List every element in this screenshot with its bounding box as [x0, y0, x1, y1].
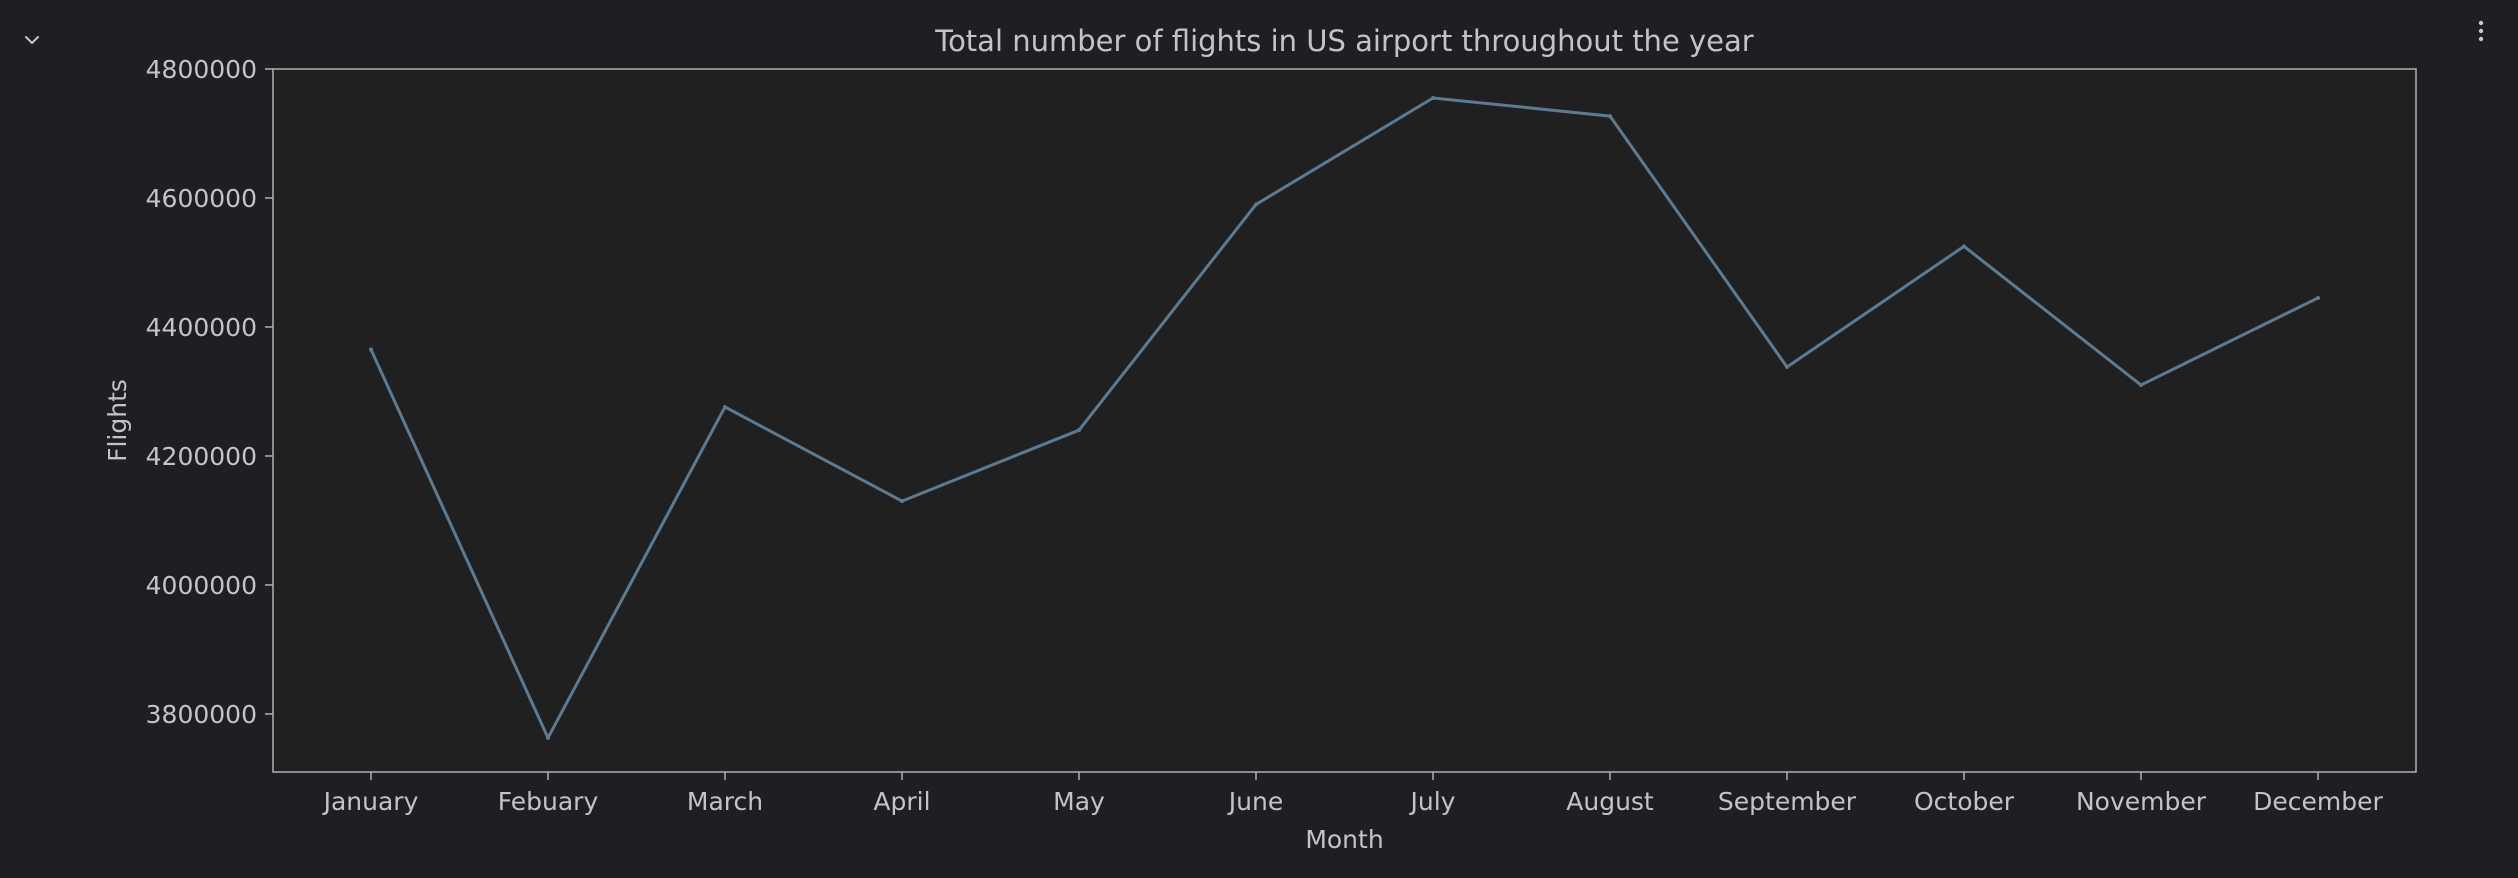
data-point	[1077, 428, 1081, 433]
y-tick-label: 4400000	[146, 313, 257, 342]
cell-more-menu-button[interactable]	[2466, 14, 2496, 54]
data-point	[2139, 383, 2143, 388]
plot-frame	[272, 68, 2417, 773]
collapse-output-button[interactable]	[14, 22, 50, 58]
data-point	[546, 735, 550, 740]
data-point	[1608, 114, 1612, 119]
chevron-down-icon	[25, 36, 39, 44]
y-tick-label: 4200000	[146, 442, 257, 471]
y-tick-label: 4600000	[146, 184, 257, 213]
more-vertical-icon	[2478, 20, 2484, 42]
x-axis-label: Month	[1305, 825, 1383, 854]
y-axis-label: Flights	[103, 379, 132, 462]
x-tick-label: September	[1718, 787, 1857, 816]
y-tick-label: 4000000	[146, 571, 257, 600]
x-tick-label: Febuary	[498, 787, 599, 816]
x-tick-label: November	[2076, 787, 2207, 816]
x-tick-label: June	[1227, 787, 1283, 816]
data-point	[1431, 96, 1435, 101]
series-line	[369, 96, 2319, 740]
data-point	[2316, 295, 2320, 300]
x-tick-label: October	[1914, 787, 2015, 816]
plot-area	[273, 69, 2416, 772]
data-point	[1785, 364, 1789, 369]
data-point	[369, 347, 373, 352]
y-tick-label: 4800000	[146, 55, 257, 84]
x-tick-label: August	[1566, 787, 1654, 816]
data-point	[1962, 244, 1966, 249]
x-tick-label: May	[1053, 787, 1105, 816]
x-tick-label: April	[873, 787, 930, 816]
x-tick-label: July	[1409, 787, 1456, 816]
data-point	[1254, 202, 1258, 207]
x-tick-label: March	[687, 787, 763, 816]
y-tick-label: 3800000	[146, 700, 257, 729]
x-tick-label: January	[322, 787, 419, 816]
data-point	[900, 499, 904, 504]
chart-title: Total number of flights in US airport th…	[934, 24, 1753, 58]
data-point	[723, 404, 727, 409]
x-tick-label: December	[2253, 787, 2383, 816]
